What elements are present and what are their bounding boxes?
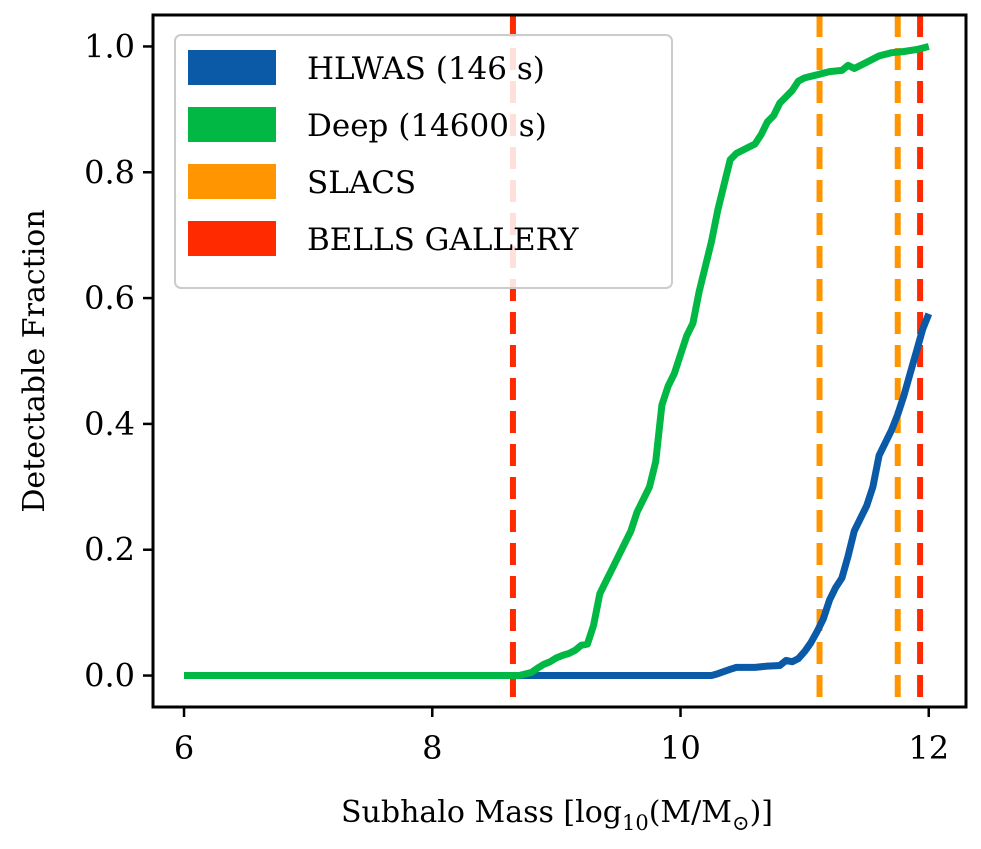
x-tick-label: 8	[422, 729, 442, 767]
x-tick-label: 12	[908, 729, 949, 767]
legend-label: HLWAS (146 s)	[307, 51, 545, 87]
x-axis-label: Subhalo Mass [log10(M/M⊙)]	[341, 795, 773, 835]
y-axis-label: Detectable Fraction	[17, 209, 52, 512]
x-axis-ticks: 6 8 10 12	[174, 707, 949, 767]
legend-label: BELLS GALLERY	[307, 222, 579, 258]
y-tick-label: 0.0	[84, 657, 135, 695]
data-lines	[184, 43, 933, 679]
x-tick-label: 10	[660, 729, 701, 767]
deep-series-line	[184, 43, 930, 679]
legend-swatch	[188, 164, 276, 199]
x-tick-label: 6	[174, 729, 194, 767]
hlwas-series-line	[184, 312, 933, 679]
y-tick-label: 0.8	[84, 153, 135, 191]
y-tick-label: 0.6	[84, 279, 135, 317]
legend-label: SLACS	[307, 165, 416, 201]
legend-swatch	[188, 50, 276, 85]
legend-swatch	[188, 221, 276, 256]
y-tick-label: 1.0	[84, 27, 135, 65]
legend-frame	[174, 34, 673, 289]
legend: HLWAS (146 s) Deep (14600 s) SLACS BELLS GA…	[174, 34, 673, 289]
y-axis-ticks: 0.0 0.2 0.4 0.6 0.8 1.0	[84, 27, 153, 695]
y-tick-label: 0.2	[84, 531, 135, 569]
legend-swatch	[188, 107, 276, 142]
plot-frame	[151, 13, 968, 709]
legend-label: Deep (14600 s)	[307, 108, 547, 144]
y-tick-label: 0.4	[84, 405, 135, 443]
